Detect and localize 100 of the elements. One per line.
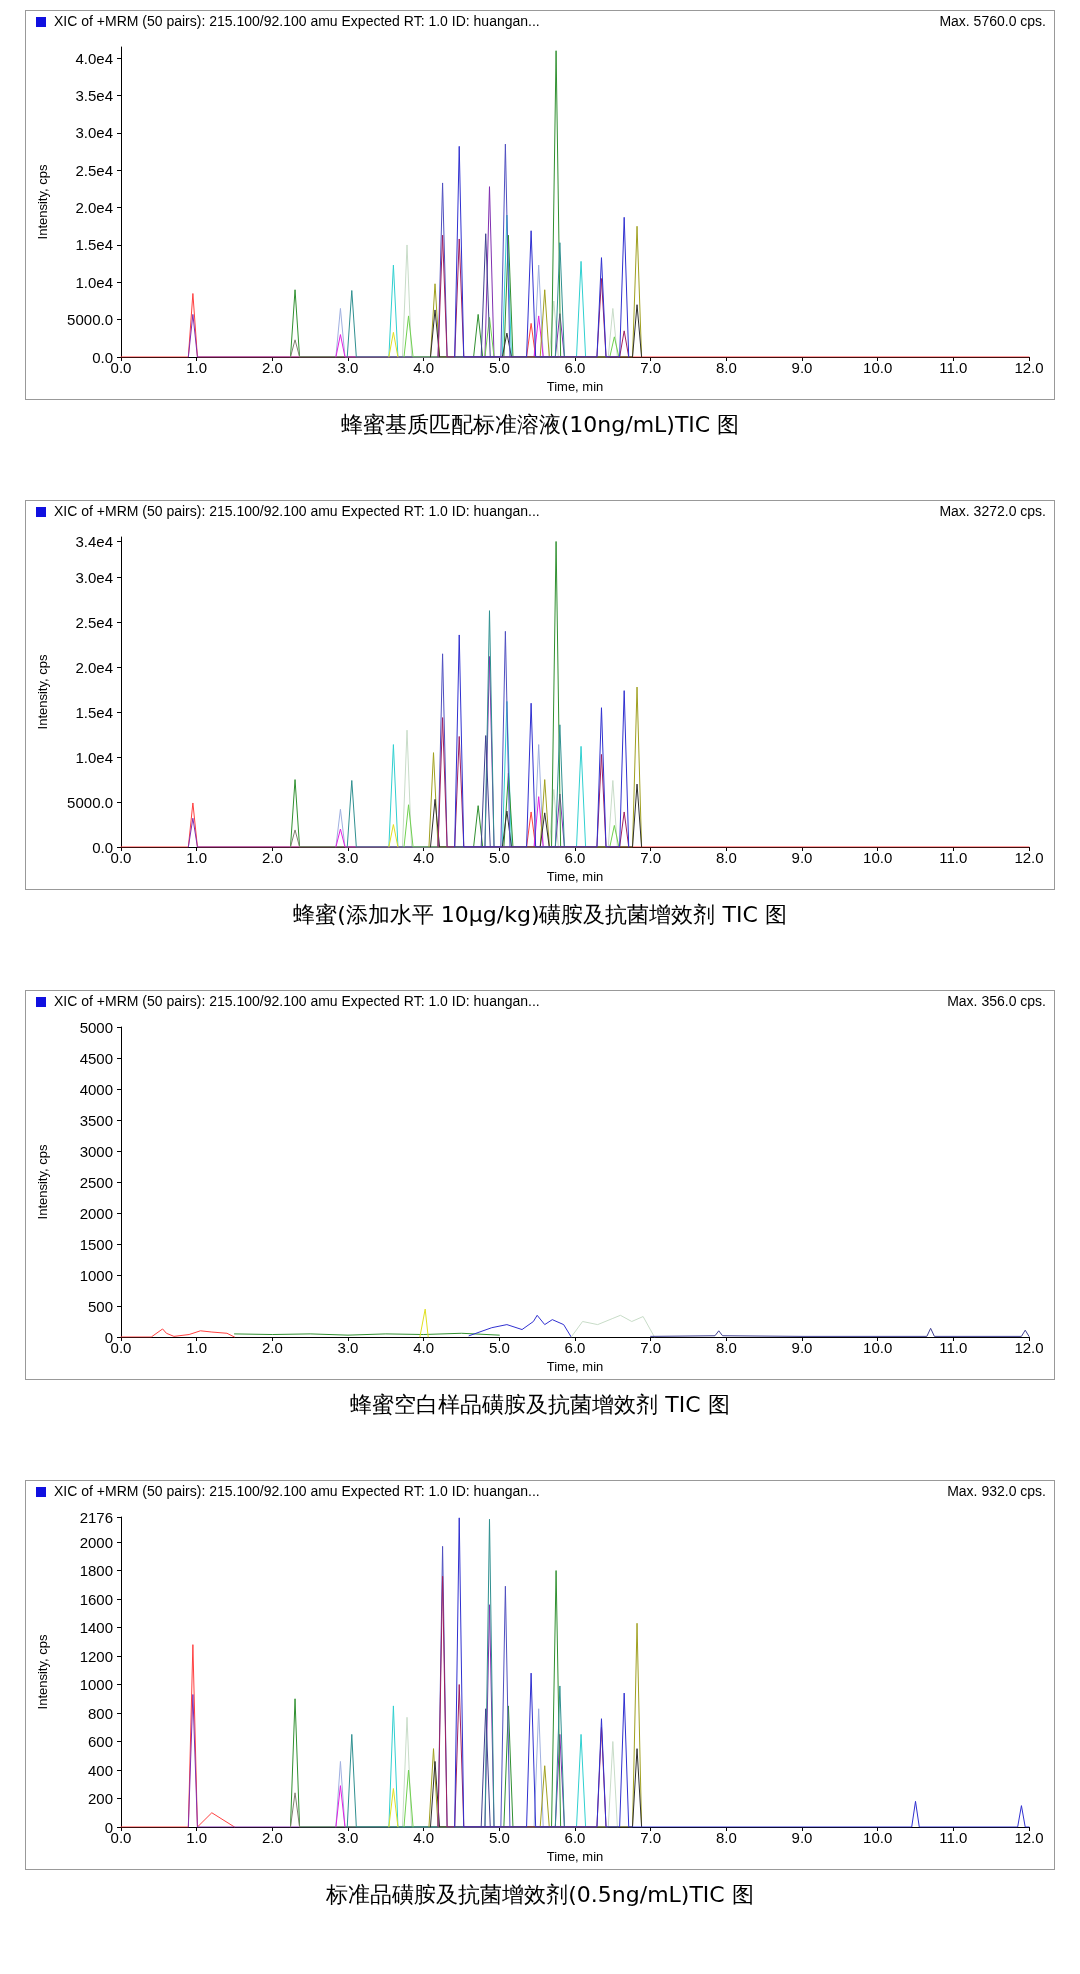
x-tick-label: 3.0	[337, 849, 359, 866]
y-tick-label: 5000.0	[67, 311, 113, 329]
x-tick-label: 2.0	[261, 359, 283, 376]
y-tick-label: 3500	[79, 1111, 113, 1129]
x-tick-label: 12.0	[1014, 1339, 1044, 1356]
x-tick-label: 10.0	[863, 849, 893, 866]
x-axis-title: Time, min	[546, 1358, 604, 1374]
y-tick-label: 3.0e4	[75, 124, 113, 142]
y-tick-label: 5000	[79, 1018, 113, 1036]
text: 蜂蜜(添加水平 10μg/kg)磺胺及抗菌增效剂 TIC 图	[292, 901, 788, 929]
x-tick-label: 4.0	[413, 849, 435, 866]
x-axis-title: Time, min	[546, 1848, 604, 1864]
x-tick-label: 1.0	[186, 1339, 208, 1356]
x-tick-label: 5.0	[488, 1829, 510, 1846]
x-tick-label: 8.0	[715, 849, 737, 866]
y-tick-label: 4500	[79, 1049, 113, 1067]
y-tick-label: 2.5e4	[75, 613, 113, 631]
x-tick-label: 3.0	[337, 1339, 359, 1356]
text: 标准品磺胺及抗菌增效剂(0.5ng/mL)TIC 图	[325, 1881, 755, 1909]
y-tick-label: 3.0e4	[75, 568, 113, 586]
x-tick-label: 9.0	[791, 1339, 813, 1356]
x-axis-title: Time, min	[546, 378, 604, 394]
y-tick-label: 1500	[79, 1235, 113, 1253]
y-tick-label: 4000	[79, 1080, 113, 1098]
chart-subtitle: XIC of +MRM (50 pairs): 215.100/92.100 amu Expected RT: 1.0 ID: huangan...	[54, 993, 540, 1009]
x-tick-label: 10.0	[863, 1339, 893, 1356]
x-tick-label: 6.0	[564, 1339, 586, 1356]
y-tick-label: 2.5e4	[75, 161, 113, 179]
x-tick-label: 1.0	[186, 359, 208, 376]
x-tick-label: 9.0	[791, 1829, 813, 1846]
x-tick-label: 4.0	[413, 359, 435, 376]
x-tick-label: 7.0	[640, 1339, 662, 1356]
y-tick-label: 1400	[79, 1619, 113, 1637]
chart-subtitle: XIC of +MRM (50 pairs): 215.100/92.100 amu Expected RT: 1.0 ID: huangan...	[54, 13, 540, 29]
y-tick-label: 1800	[79, 1562, 113, 1580]
x-tick-label: 11.0	[939, 359, 968, 376]
x-tick-label: 2.0	[261, 1829, 283, 1846]
y-tick-label: 600	[87, 1733, 113, 1751]
y-tick-label: 1000	[79, 1266, 113, 1284]
x-tick-label: 8.0	[715, 359, 737, 376]
y-tick-label: 1.5e4	[75, 236, 113, 254]
y-tick-label: 3000	[79, 1142, 113, 1160]
x-tick-label: 5.0	[488, 1339, 510, 1356]
x-axis-title: Time, min	[546, 868, 604, 884]
y-tick-label: 2000	[79, 1204, 113, 1222]
chart-subtitle: XIC of +MRM (50 pairs): 215.100/92.100 amu Expected RT: 1.0 ID: huangan...	[54, 1483, 540, 1499]
y-tick-label: 1200	[79, 1647, 113, 1665]
x-tick-label: 9.0	[791, 359, 813, 376]
x-tick-label: 7.0	[640, 359, 662, 376]
x-tick-label: 6.0	[564, 849, 586, 866]
y-tick-label: 2500	[79, 1173, 113, 1191]
x-tick-label: 9.0	[791, 849, 813, 866]
text: Max. 3272.0 cps.	[939, 503, 1046, 519]
y-axis-title: Intensity, cps	[35, 164, 50, 240]
x-tick-label: 3.0	[337, 1829, 359, 1846]
text: Max. 932.0 cps.	[947, 1483, 1046, 1499]
x-tick-label: 11.0	[939, 1339, 968, 1356]
x-tick-label: 11.0	[939, 1829, 968, 1846]
y-axis-title: Intensity, cps	[35, 1144, 50, 1220]
x-tick-label: 12.0	[1014, 359, 1044, 376]
y-tick-label: 2.0e4	[75, 658, 113, 676]
y-axis-title: Intensity, cps	[35, 1634, 50, 1710]
x-tick-label: 6.0	[564, 1829, 586, 1846]
x-tick-label: 1.0	[186, 1829, 208, 1846]
x-tick-label: 3.0	[337, 359, 359, 376]
x-tick-label: 4.0	[413, 1339, 435, 1356]
x-tick-label: 7.0	[640, 1829, 662, 1846]
y-tick-label: 3.5e4	[75, 87, 113, 105]
text: Max. 356.0 cps.	[947, 993, 1046, 1009]
chart-subtitle: XIC of +MRM (50 pairs): 215.100/92.100 amu Expected RT: 1.0 ID: huangan...	[54, 503, 540, 519]
y-tick-label: 1.5e4	[75, 703, 113, 721]
y-tick-label: 5000.0	[67, 793, 113, 811]
x-tick-label: 8.0	[715, 1829, 737, 1846]
y-tick-label: 3.4e4	[75, 532, 113, 550]
y-tick-label: 2000	[79, 1533, 113, 1551]
y-tick-label: 4.0e4	[75, 49, 113, 67]
x-tick-label: 8.0	[715, 1339, 737, 1356]
y-tick-label: 1.0e4	[75, 273, 113, 291]
x-tick-label: 10.0	[863, 1829, 893, 1846]
x-tick-label: 11.0	[939, 849, 968, 866]
text: 蜂蜜基质匹配标准溶液(10ng/mL)TIC 图	[339, 411, 741, 439]
x-tick-label: 12.0	[1014, 849, 1044, 866]
x-tick-label: 1.0	[186, 849, 208, 866]
x-tick-label: 10.0	[863, 359, 893, 376]
x-tick-label: 5.0	[488, 359, 510, 376]
text: 蜂蜜空白样品磺胺及抗菌增效剂 TIC 图	[349, 1391, 731, 1419]
y-tick-label: 500	[87, 1297, 113, 1315]
y-tick-label: 2176	[79, 1508, 113, 1526]
y-tick-label: 1000	[79, 1676, 113, 1694]
y-tick-label: 2.0e4	[75, 199, 113, 217]
x-tick-label: 6.0	[564, 359, 586, 376]
y-tick-label: 1600	[79, 1590, 113, 1608]
y-tick-label: 1.0e4	[75, 748, 113, 766]
x-tick-label: 12.0	[1014, 1829, 1044, 1846]
y-tick-label: 200	[87, 1790, 113, 1808]
y-axis-title: Intensity, cps	[35, 654, 50, 730]
x-tick-label: 7.0	[640, 849, 662, 866]
text: Max. 5760.0 cps.	[939, 13, 1046, 29]
y-tick-label: 800	[87, 1704, 113, 1722]
y-tick-label: 400	[87, 1761, 113, 1779]
